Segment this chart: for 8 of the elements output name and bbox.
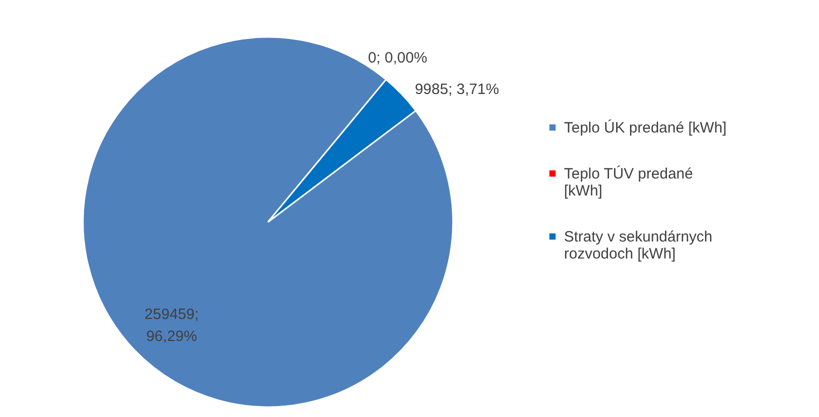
legend-label: Straty v sekundárnych rozvodoch [kWh] [564,228,712,262]
data-label: 9985; 3,71% [414,80,500,98]
pie-slice [82,36,454,408]
data-label: 259459; 96,29% [144,306,199,345]
legend-label: Teplo ÚK predané [kWh] [564,118,727,136]
text: 0; 0,00% [368,50,428,67]
pie-slice [267,78,416,223]
legend-label: Teplo TÚV predané [kWh] [564,164,693,200]
